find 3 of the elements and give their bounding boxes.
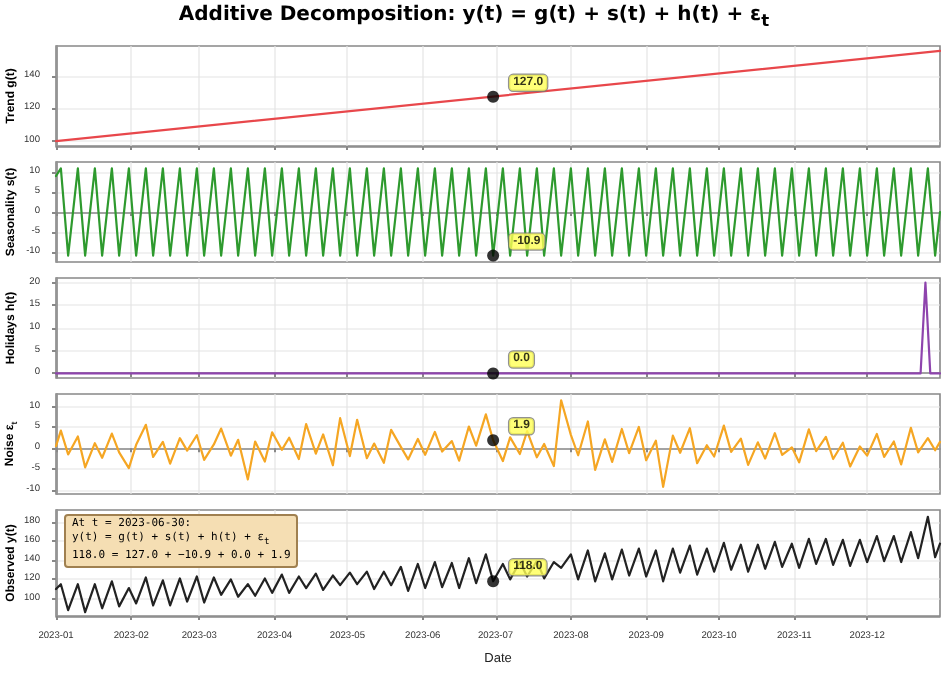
chart-title: Additive Decomposition: y(t) = g(t) + s(t) + h(t) + ε$_{t}$: [176, 4, 772, 30]
line-series: [54, 515, 942, 614]
line-series: [54, 399, 942, 489]
